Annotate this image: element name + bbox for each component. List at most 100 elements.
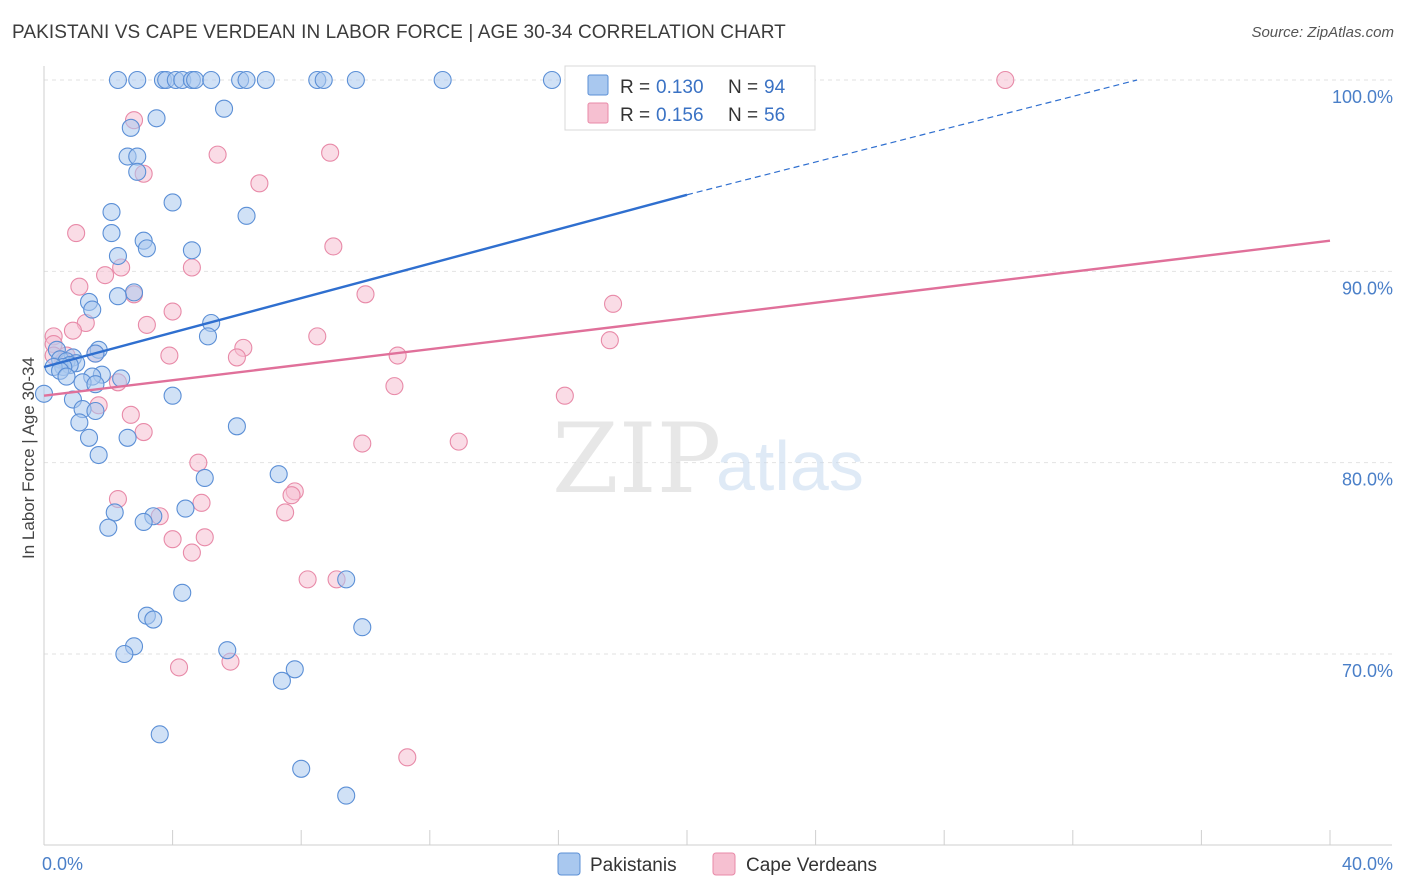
data-point-blue — [237, 70, 256, 90]
legend-n-label-1: N = — [728, 77, 758, 98]
y-tick-label: 100.0% — [1332, 87, 1393, 107]
legend-swatch-pink — [587, 102, 609, 124]
data-point-blue — [121, 118, 140, 137]
data-point-blue — [176, 499, 195, 518]
data-point-pink — [63, 321, 82, 340]
data-point-pink — [96, 266, 115, 285]
watermark-atlas: atlas — [716, 427, 864, 505]
data-point-blue — [83, 300, 102, 319]
data-point-pink — [398, 748, 417, 767]
data-point-pink — [195, 528, 214, 547]
data-point-pink — [276, 503, 295, 522]
data-point-pink — [169, 658, 189, 677]
data-point-pink — [227, 348, 246, 367]
data-point-pink — [356, 285, 375, 304]
data-point-blue — [144, 610, 163, 629]
data-point-blue — [353, 618, 372, 637]
data-point-pink — [604, 294, 623, 313]
data-point-pink — [555, 386, 574, 405]
data-point-pink — [208, 145, 227, 164]
legend-r-value-1: 0.130 — [656, 77, 704, 98]
x-tick-label: 40.0% — [1342, 854, 1393, 874]
y-tick-label: 80.0% — [1342, 470, 1393, 490]
data-point-blue — [134, 512, 153, 532]
legend-n-label-2: N = — [728, 105, 758, 126]
data-point-blue — [542, 70, 562, 90]
data-point-blue — [218, 641, 237, 660]
data-point-blue — [79, 428, 99, 447]
data-point-blue — [163, 386, 182, 405]
trend-line-extension-blue — [686, 79, 1138, 196]
data-point-blue — [108, 287, 127, 306]
series-pakistanis — [34, 70, 562, 805]
data-point-pink — [137, 315, 156, 334]
source-credit: Source: ZipAtlas.com — [1251, 24, 1394, 41]
data-point-pink — [353, 434, 372, 453]
data-point-blue — [105, 503, 124, 522]
data-point-blue — [163, 193, 182, 212]
data-point-blue — [337, 570, 356, 589]
data-point-blue — [173, 583, 192, 602]
data-point-blue — [57, 367, 76, 386]
grid-lines — [44, 79, 1392, 655]
data-point-blue — [337, 786, 356, 805]
data-point-blue — [147, 109, 166, 128]
data-point-blue — [314, 70, 333, 90]
data-point-pink — [250, 174, 269, 193]
data-point-blue — [214, 99, 234, 118]
data-point-pink — [189, 453, 208, 472]
data-point-blue — [99, 518, 118, 537]
x-ticks — [43, 830, 1331, 845]
legend-n-value-2: 56 — [764, 105, 785, 126]
data-point-pink — [298, 570, 317, 589]
data-point-pink — [160, 346, 179, 365]
y-axis-label: In Labor Force | Age 30-34 — [19, 357, 38, 559]
data-point-blue — [89, 445, 108, 465]
legend-n-value-1: 94 — [764, 77, 786, 98]
bottom-legend: Pakistanis Cape Verdeans — [557, 852, 877, 876]
data-point-pink — [182, 543, 201, 562]
y-tick-labels: 100.0% 90.0% 80.0% 70.0% — [1332, 87, 1393, 681]
data-point-blue — [195, 468, 214, 488]
legend-swatch-blue — [587, 74, 609, 96]
data-point-pink — [996, 70, 1015, 90]
data-point-blue — [112, 369, 131, 388]
data-point-pink — [70, 277, 89, 296]
chart-title: PAKISTANI VS CAPE VERDEAN IN LABOR FORCE… — [12, 22, 786, 43]
data-point-blue — [198, 327, 218, 346]
bottom-legend-swatch-pakistanis — [557, 852, 581, 876]
data-point-blue — [150, 725, 169, 744]
data-point-blue — [118, 428, 137, 447]
data-point-blue — [102, 202, 121, 222]
data-point-pink — [388, 346, 407, 365]
data-point-pink — [308, 327, 327, 346]
data-point-pink — [385, 377, 404, 396]
axes — [43, 66, 1392, 846]
trend-lines — [43, 79, 1331, 397]
data-point-blue — [237, 206, 256, 225]
data-point-blue — [108, 246, 127, 266]
data-point-pink — [67, 224, 86, 243]
stats-legend: R = 0.130 N = 94 R = 0.156 N = 56 — [564, 65, 816, 131]
x-tick-labels: 0.0% 40.0% — [42, 854, 1393, 874]
trend-line-pink — [43, 239, 1331, 397]
data-point-blue — [124, 283, 144, 302]
data-point-blue — [269, 465, 288, 484]
trend-line-blue — [43, 193, 688, 369]
data-point-blue — [70, 413, 89, 432]
data-point-pink — [324, 237, 343, 256]
watermark: ZIP atlas — [552, 403, 864, 515]
data-point-pink — [163, 530, 182, 549]
bottom-legend-swatch-cape-verdeans — [712, 852, 736, 876]
data-point-blue — [186, 70, 205, 90]
bottom-legend-label-pakistanis: Pakistanis — [590, 855, 677, 876]
data-point-blue — [137, 239, 156, 258]
data-point-blue — [272, 671, 291, 690]
data-point-pink — [121, 405, 140, 424]
legend-r-label-1: R = — [620, 77, 650, 98]
data-point-blue — [202, 70, 221, 90]
data-point-blue — [227, 417, 246, 436]
data-point-pink — [182, 258, 201, 277]
data-point-blue — [128, 70, 147, 90]
legend-r-label-2: R = — [620, 105, 650, 126]
